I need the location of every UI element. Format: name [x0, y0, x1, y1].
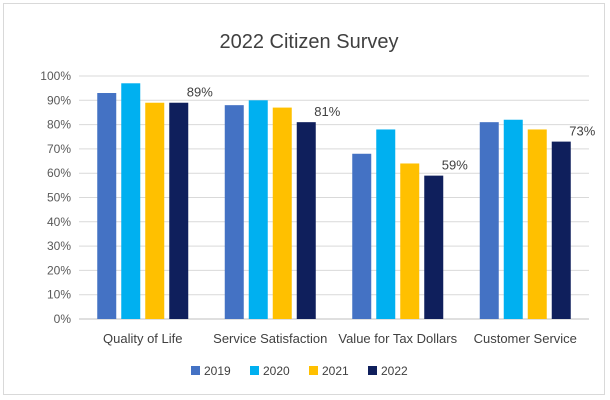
bar-2019-0: [97, 93, 117, 319]
bar-2020-1: [248, 100, 268, 319]
bar-2022-3: [551, 141, 571, 319]
x-tick-label: Value for Tax Dollars: [338, 331, 457, 346]
y-tick-label: 70%: [47, 142, 71, 156]
x-tick-label: Customer Service: [474, 331, 577, 346]
y-tick-label: 60%: [47, 166, 71, 180]
y-tick-label: 50%: [47, 191, 71, 205]
bar-2019-2: [352, 153, 372, 319]
bar-2021-0: [145, 102, 165, 319]
data-label: 81%: [314, 104, 340, 119]
bar-2020-0: [121, 83, 141, 319]
data-labels: 89% 81% 59% 73%: [187, 85, 596, 173]
legend-swatch-2021: [309, 366, 318, 375]
y-tick-label: 0%: [54, 312, 72, 326]
bar-2019-1: [224, 105, 244, 319]
y-tick-label: 80%: [47, 118, 71, 132]
bar-2022-2: [424, 175, 444, 319]
legend-swatch-2020: [250, 366, 259, 375]
bar-2021-2: [400, 163, 420, 319]
bar-2022-0: [169, 102, 189, 319]
bar-2021-3: [527, 129, 547, 319]
bar-2021-1: [272, 107, 292, 319]
bar-2020-3: [503, 119, 523, 320]
x-tick-label: Quality of Life: [103, 331, 183, 346]
data-label: 59%: [442, 158, 468, 173]
y-tick-label: 30%: [47, 239, 71, 253]
bar-2020-2: [376, 129, 396, 319]
y-tick-label: 90%: [47, 93, 71, 107]
chart-container: 2022 Citizen Survey 0% 10% 20% 30% 40% 50% 60%…: [3, 3, 605, 395]
legend-label: 2020: [263, 364, 290, 378]
x-axis-ticks: Quality of Life Service Satisfaction Value…: [103, 331, 577, 346]
y-tick-label: 100%: [40, 69, 71, 83]
legend-swatch-2022: [368, 366, 377, 375]
bar-2019-3: [479, 122, 499, 319]
y-tick-label: 10%: [47, 288, 71, 302]
chart-title: 2022 Citizen Survey: [220, 31, 399, 53]
legend-label: 2022: [381, 364, 408, 378]
legend-swatch-2019: [191, 366, 200, 375]
y-tick-label: 20%: [47, 263, 71, 277]
y-tick-label: 40%: [47, 215, 71, 229]
data-label: 89%: [187, 85, 213, 100]
data-label: 73%: [569, 124, 595, 139]
legend-label: 2019: [204, 364, 231, 378]
bars: [97, 83, 571, 320]
x-tick-label: Service Satisfaction: [213, 331, 327, 346]
y-axis-ticks: 0% 10% 20% 30% 40% 50% 60% 70% 80% 90% 100%: [40, 69, 71, 326]
bar-2022-1: [296, 122, 316, 319]
legend: 2019 2020 2021 2022: [191, 364, 408, 378]
legend-label: 2021: [322, 364, 349, 378]
bar-chart: 2022 Citizen Survey 0% 10% 20% 30% 40% 50% 60%…: [40, 31, 596, 378]
